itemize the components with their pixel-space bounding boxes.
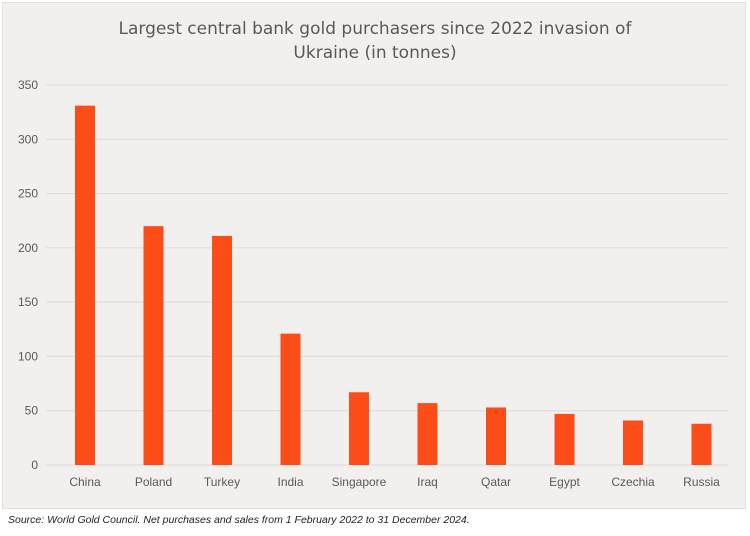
x-tick-label: Czechia — [611, 475, 655, 489]
x-axis-ticks: China Poland Turkey India Singapore Iraq Qatar… — [69, 475, 720, 489]
source-note: Source: World Gold Council. Net purchase… — [8, 514, 470, 526]
x-tick-label: Poland — [135, 475, 172, 489]
bar — [349, 392, 369, 465]
bars — [75, 105, 712, 465]
x-tick-label: Turkey — [204, 475, 240, 489]
chart-title: Largest central bank gold purchasers sin… — [0, 17, 750, 65]
bar — [486, 407, 506, 465]
x-tick-label: Russia — [683, 475, 720, 489]
chart-panel — [2, 2, 746, 509]
bar — [691, 423, 712, 465]
bar — [417, 403, 438, 465]
y-tick-label: 350 — [18, 78, 38, 92]
bar — [280, 333, 301, 465]
y-tick-label: 50 — [25, 404, 39, 418]
bar — [143, 226, 164, 465]
y-tick-label: 150 — [18, 295, 38, 309]
chart-title-line-1: Largest central bank gold purchasers sin… — [118, 19, 632, 39]
x-tick-label: India — [277, 475, 303, 489]
y-axis-ticks: 0 50 100 150 200 250 300 350 — [18, 78, 38, 472]
y-tick-label: 300 — [18, 132, 38, 146]
bar — [623, 420, 643, 465]
x-tick-label: Iraq — [417, 475, 438, 489]
chart-title-line-2: Ukraine (in tonnes) — [293, 43, 457, 63]
y-tick-label: 200 — [18, 241, 38, 255]
x-tick-label: Qatar — [481, 475, 511, 489]
y-tick-label: 250 — [18, 187, 38, 201]
x-tick-label: China — [69, 475, 101, 489]
y-tick-label: 0 — [31, 458, 38, 472]
x-tick-label: Egypt — [549, 475, 580, 489]
bar — [75, 105, 95, 465]
bar — [212, 235, 232, 465]
x-tick-label: Singapore — [332, 475, 387, 489]
bar — [554, 413, 575, 465]
y-tick-label: 100 — [18, 349, 38, 363]
